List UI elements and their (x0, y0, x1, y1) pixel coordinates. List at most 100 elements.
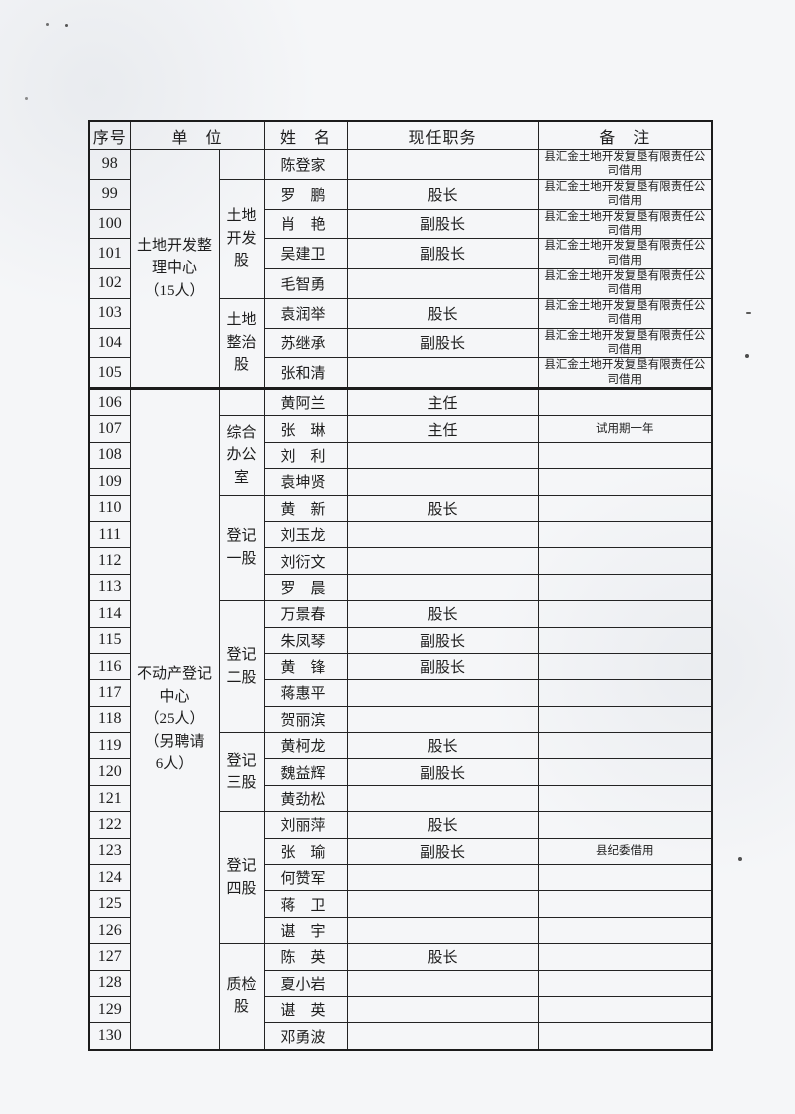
position-cell: 股长 (346, 732, 539, 760)
subunit-cell (218, 149, 265, 180)
name-cell: 毛智勇 (263, 268, 348, 299)
name-cell: 邓勇波 (263, 1022, 348, 1051)
position-cell (346, 268, 539, 299)
name-cell: 谌 宇 (263, 916, 348, 945)
name-cell: 刘玉龙 (263, 520, 348, 549)
table-row: 126 谌 宇 (88, 916, 713, 945)
name-cell: 何赞军 (263, 864, 348, 892)
table-row: 108 刘 利 (88, 441, 713, 470)
table-row: 127 质检股 陈 英 股长 (88, 943, 713, 1051)
table-row: 98 土地开发整理中心 （15人） 陈登家 县汇金土地开发复垦有限责任公司借用 (88, 149, 713, 389)
table-row: 122 登记四股 刘丽萍 股长 (88, 811, 713, 945)
remark-cell (537, 811, 713, 839)
header-unit: 单 位 (129, 120, 265, 150)
name-cell: 魏益辉 (263, 758, 348, 786)
subunit-cell (218, 386, 265, 417)
scan-speck (746, 312, 751, 314)
row-number-cell: 112 (88, 547, 131, 575)
row-number-cell: 126 (88, 916, 131, 945)
header-remark: 备 注 (537, 120, 713, 150)
position-cell (346, 357, 539, 389)
name-cell: 刘衍文 (263, 547, 348, 575)
remark-cell: 县汇金土地开发复垦有限责任公司借用 (537, 149, 713, 180)
unit-cell: 不动产登记中心 （25人） （另聘请 6人） (129, 386, 220, 1051)
header-position: 现任职务 (346, 120, 539, 150)
position-cell (346, 149, 539, 180)
name-cell: 朱凤琴 (263, 626, 348, 654)
position-cell (346, 864, 539, 892)
subunit-cell: 登记一股 (218, 494, 265, 602)
row-number-cell: 118 (88, 705, 131, 734)
row-number-cell: 102 (88, 268, 131, 299)
scan-speck (745, 354, 749, 358)
remark-cell (537, 969, 713, 997)
table-row: 116 黄 锋 副股长 (88, 652, 713, 681)
row-number-cell: 101 (88, 238, 131, 269)
remark-cell: 县汇金土地开发复垦有限责任公司借用 (537, 238, 713, 269)
remark-cell (537, 864, 713, 892)
name-cell: 张 瑜 (263, 837, 348, 866)
scan-speck (25, 97, 28, 100)
name-cell: 罗 晨 (263, 573, 348, 602)
personnel-roster-table: 序号 单 位 姓 名 现任职务 备 注 98 土地开发整理中心 （15人） 陈登… (88, 120, 714, 1051)
remark-cell (537, 732, 713, 760)
row-number-cell: 115 (88, 626, 131, 654)
name-cell: 黄 新 (263, 494, 348, 522)
position-cell: 副股长 (346, 238, 539, 269)
remark-cell (537, 626, 713, 654)
scan-speck (65, 24, 68, 27)
name-cell: 袁润举 (263, 297, 348, 329)
row-number-cell: 110 (88, 494, 131, 522)
position-cell (346, 679, 539, 707)
row-number-cell: 130 (88, 1022, 131, 1051)
remark-cell (537, 995, 713, 1024)
remark-cell (537, 441, 713, 470)
position-cell: 股长 (346, 600, 539, 628)
position-cell: 股长 (346, 297, 539, 329)
row-number-cell: 117 (88, 679, 131, 707)
remark-cell (537, 705, 713, 734)
table-row: 130 邓勇波 (88, 1022, 713, 1051)
name-cell: 黄柯龙 (263, 732, 348, 760)
subunit-cell: 登记二股 (218, 600, 265, 734)
table-row: 117 蒋惠平 (88, 679, 713, 707)
row-number-cell: 104 (88, 327, 131, 359)
remark-cell (537, 679, 713, 707)
row-number-cell: 109 (88, 468, 131, 496)
position-cell (346, 1022, 539, 1051)
name-cell: 陈登家 (263, 149, 348, 180)
position-cell: 副股长 (346, 327, 539, 359)
position-cell (346, 969, 539, 997)
position-cell: 主任 (346, 386, 539, 417)
row-number-cell: 106 (88, 386, 131, 417)
position-cell: 副股长 (346, 626, 539, 654)
name-cell: 张 琳 (263, 415, 348, 443)
row-number-cell: 129 (88, 995, 131, 1024)
name-cell: 罗 鹏 (263, 178, 348, 210)
row-number-cell: 122 (88, 811, 131, 839)
table-row: 102 毛智勇 县汇金土地开发复垦有限责任公司借用 (88, 268, 713, 299)
position-cell: 副股长 (346, 208, 539, 240)
remark-cell: 县汇金土地开发复垦有限责任公司借用 (537, 208, 713, 240)
table-row: 111 刘玉龙 (88, 520, 713, 549)
table-row: 99 土地开发股 罗 鹏 股长 县汇金土地开发复垦有限责任公司借用 (88, 178, 713, 299)
name-cell: 黄阿兰 (263, 386, 348, 417)
scan-speck (46, 23, 49, 26)
position-cell (346, 916, 539, 945)
header-no: 序号 (88, 120, 131, 150)
position-cell (346, 468, 539, 496)
row-number-cell: 108 (88, 441, 131, 470)
position-cell (346, 890, 539, 918)
subunit-cell: 土地整治股 (218, 297, 265, 390)
row-number-cell: 125 (88, 890, 131, 918)
row-number-cell: 119 (88, 732, 131, 760)
remark-cell (537, 943, 713, 971)
remark-cell (537, 652, 713, 681)
name-cell: 刘 利 (263, 441, 348, 470)
position-cell: 主任 (346, 415, 539, 443)
name-cell: 肖 艳 (263, 208, 348, 240)
row-number-cell: 113 (88, 573, 131, 602)
name-cell: 黄劲松 (263, 784, 348, 813)
table-row: 106 不动产登记中心 （25人） （另聘请 6人） 黄阿兰 主任 (88, 386, 713, 1051)
